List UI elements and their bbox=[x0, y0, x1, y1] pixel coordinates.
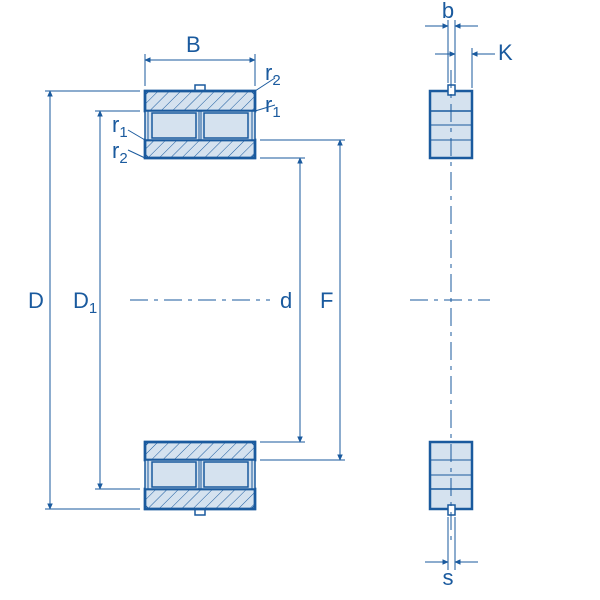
svg-text:r2: r2 bbox=[265, 60, 281, 89]
label-r2a-sub: 2 bbox=[272, 72, 280, 89]
label-r2a: r bbox=[265, 60, 272, 85]
label-D1: D bbox=[73, 288, 89, 313]
svg-text:r1: r1 bbox=[265, 92, 281, 121]
label-s: s bbox=[443, 565, 454, 590]
label-r1b-sub: 1 bbox=[119, 124, 127, 141]
label-B: B bbox=[186, 32, 201, 57]
label-r1b: r bbox=[112, 112, 119, 137]
svg-text:r2: r2 bbox=[112, 138, 128, 167]
label-r2b: r bbox=[112, 138, 119, 163]
svg-text:D1: D1 bbox=[73, 288, 97, 317]
label-r1a-sub: 1 bbox=[272, 104, 280, 121]
bottom-section bbox=[145, 442, 255, 515]
label-K: K bbox=[498, 40, 513, 65]
label-D: D bbox=[28, 288, 44, 313]
svg-text:r1: r1 bbox=[112, 112, 128, 141]
label-d: d bbox=[280, 288, 292, 313]
bearing-diagram: D D1 d F B b K s r2 r1 r1 r2 bbox=[0, 0, 600, 600]
label-b: b bbox=[442, 0, 454, 23]
label-r2b-sub: 2 bbox=[119, 150, 127, 167]
left-cross-section bbox=[45, 54, 345, 515]
top-section bbox=[145, 85, 255, 158]
label-D1-sub: 1 bbox=[89, 300, 97, 317]
right-side-view bbox=[410, 20, 495, 570]
label-F: F bbox=[320, 288, 333, 313]
label-r1a: r bbox=[265, 92, 272, 117]
